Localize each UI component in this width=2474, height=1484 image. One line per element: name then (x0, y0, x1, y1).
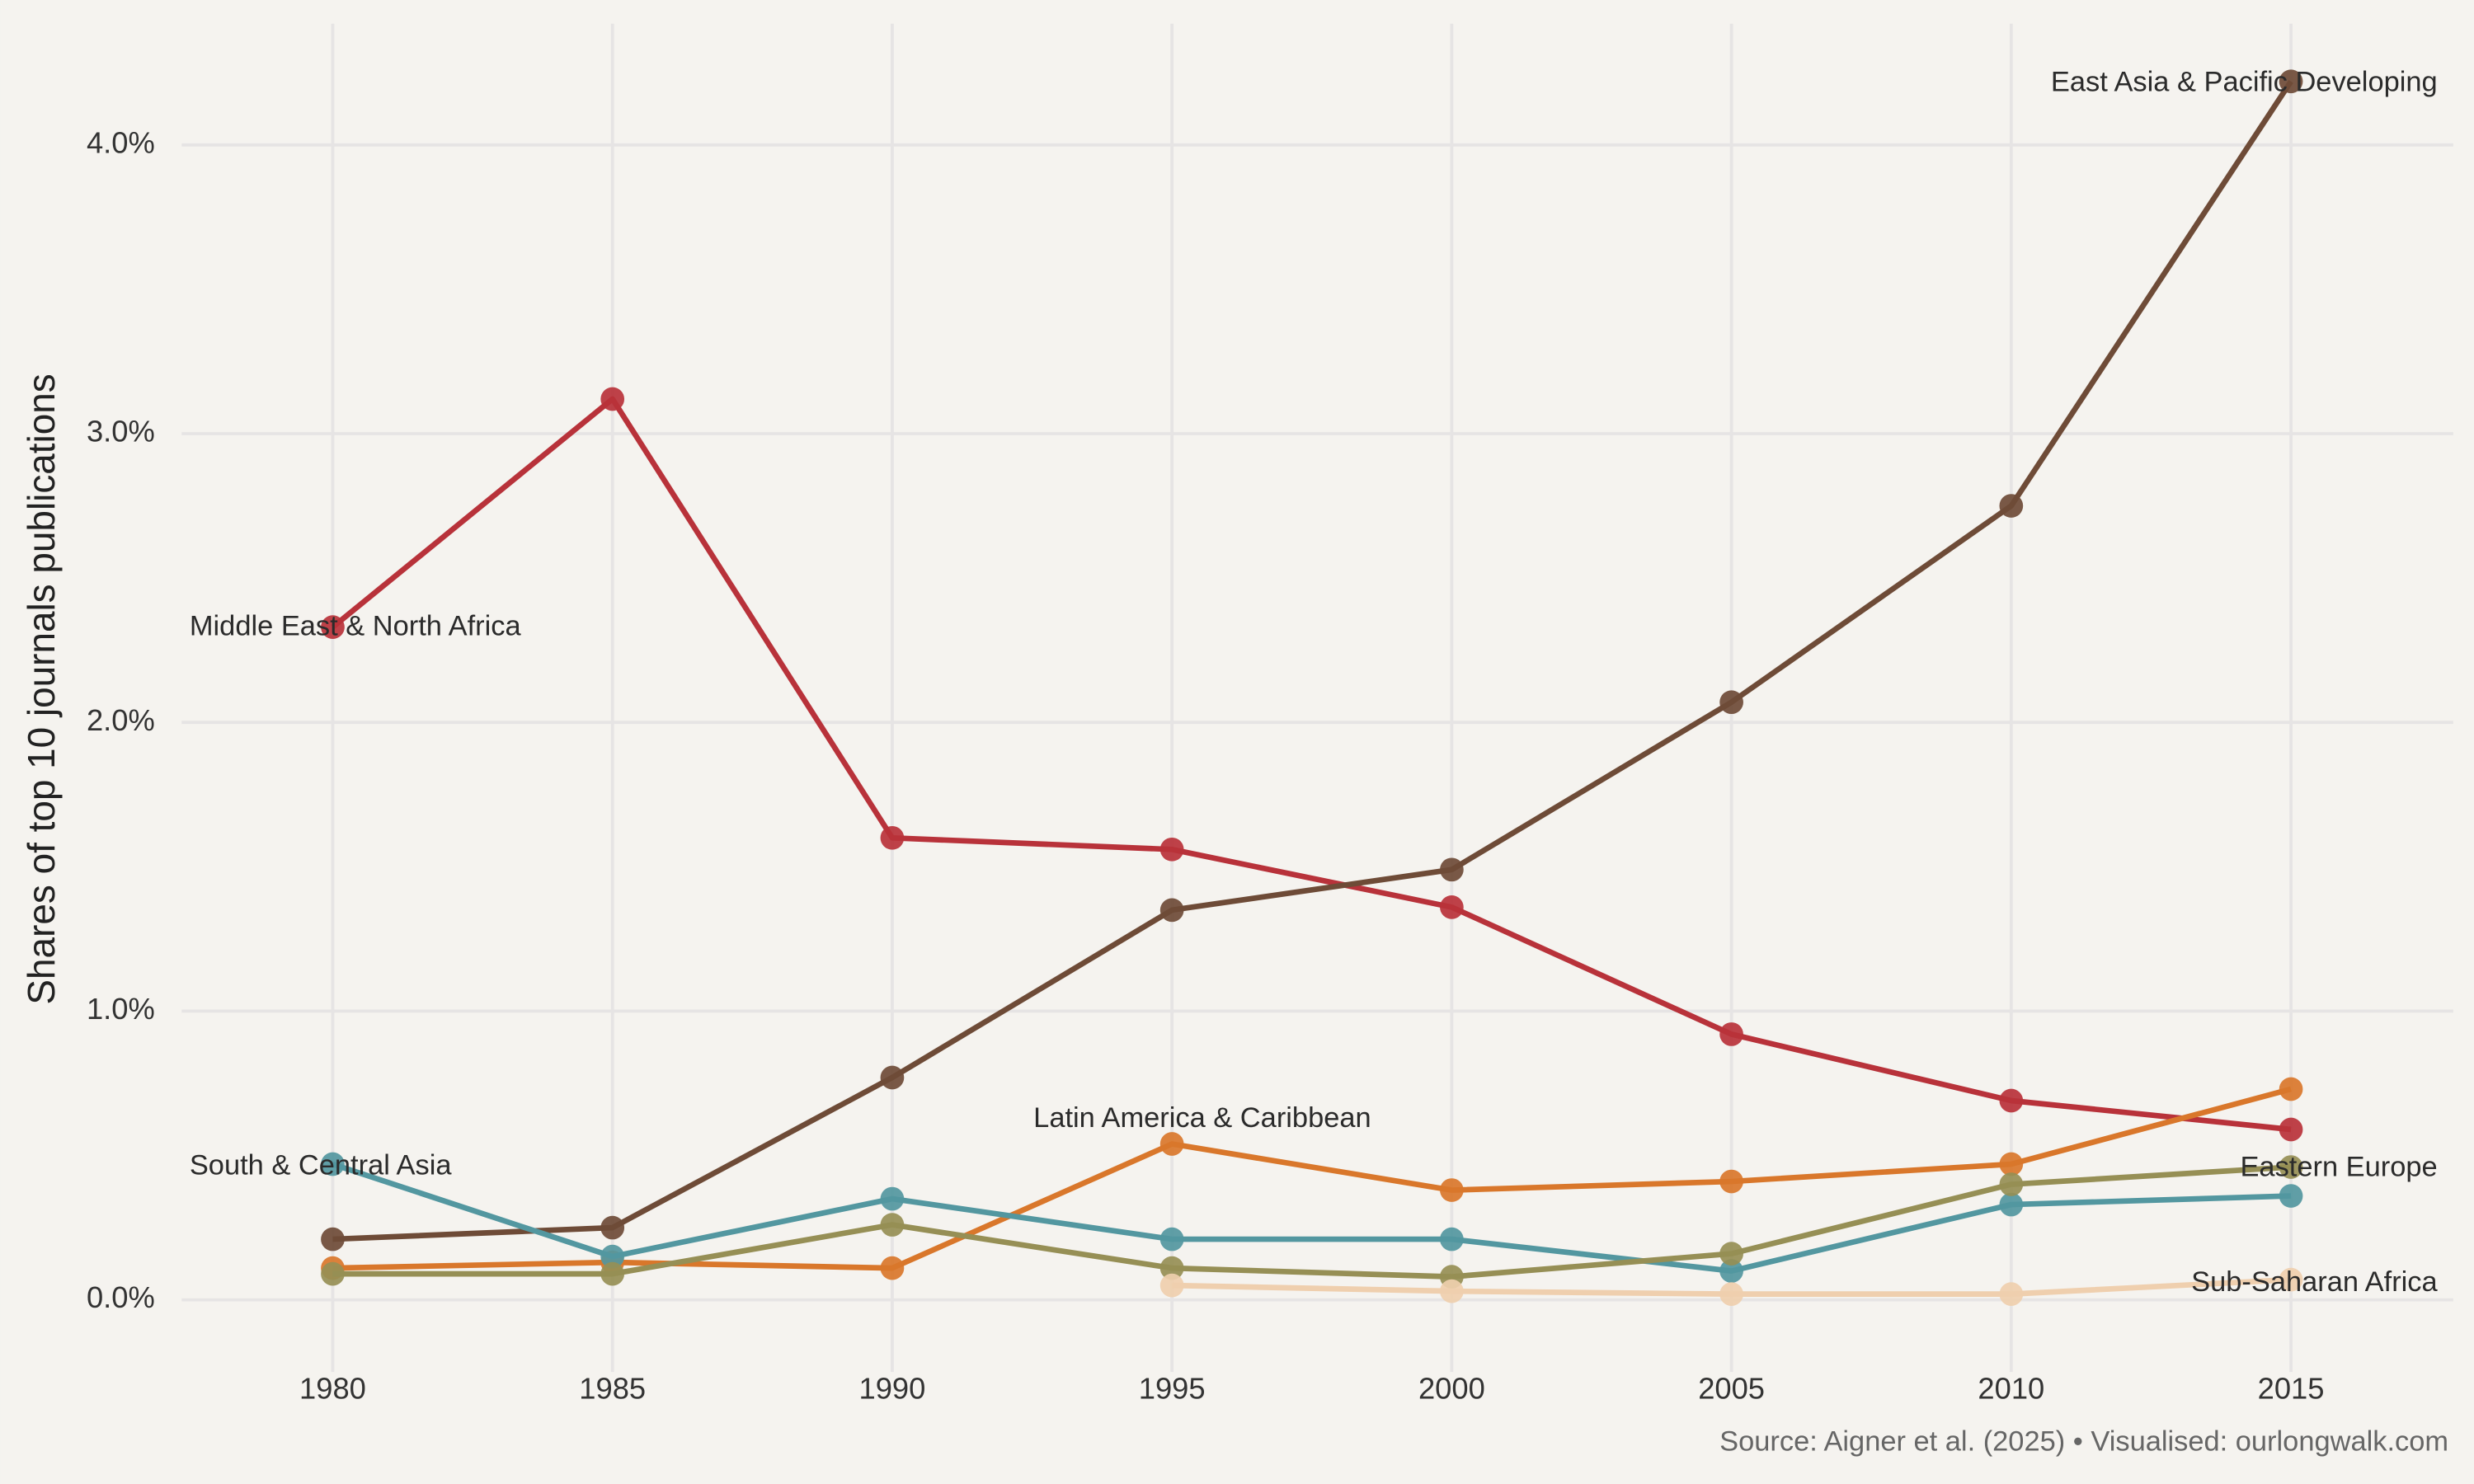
series-label: South & Central Asia (190, 1150, 452, 1181)
series-label: Latin America & Caribbean (1033, 1102, 1371, 1134)
x-tick-label: 1980 (299, 1372, 366, 1406)
source: Source: Aigner et al. (2025) • Visualise… (1719, 1425, 2448, 1457)
data-point (321, 615, 345, 639)
data-point (2279, 1117, 2303, 1142)
data-point (600, 1244, 625, 1269)
x-tick-label: 2000 (1418, 1372, 1485, 1406)
data-point (600, 1215, 625, 1240)
series-label: Eastern Europe (2240, 1152, 2437, 1183)
data-point (321, 1227, 345, 1252)
series-label: Sub-Saharan Africa (2191, 1266, 2438, 1298)
data-point (2279, 1077, 2303, 1101)
data-point (880, 825, 905, 850)
series-label: Middle East & North Africa (190, 610, 522, 641)
data-point (1440, 895, 1464, 919)
y-tick-label: 1.0% (87, 992, 155, 1026)
series-line (332, 1164, 2292, 1280)
data-point (1440, 1178, 1464, 1202)
data-point (321, 1152, 345, 1176)
data-point (1440, 857, 1464, 882)
y-tick-label: 4.0% (87, 125, 155, 159)
data-point (600, 387, 625, 411)
data-point (2279, 1155, 2303, 1179)
data-point (600, 1261, 625, 1286)
data-point (1159, 1256, 1184, 1280)
data-point (1719, 1169, 1743, 1194)
y-axis-label: Shares of top 10 journals publications (20, 373, 63, 1004)
data-point (880, 1186, 905, 1211)
series-line (332, 79, 2293, 1242)
data-point (1719, 1242, 1743, 1266)
data-point (1999, 494, 2024, 518)
data-point (1159, 898, 1184, 923)
data-point (1719, 1022, 1743, 1046)
data-point (321, 1261, 345, 1286)
data-point (880, 1256, 905, 1280)
data-point (1999, 1282, 2024, 1306)
data-point (1159, 1273, 1184, 1298)
data-point (880, 1213, 905, 1237)
data-point (880, 1065, 905, 1090)
y-tick-label: 0.0% (87, 1280, 155, 1314)
x-tick-label: 1990 (859, 1372, 926, 1406)
data-point (1719, 690, 1743, 715)
data-point (1440, 1227, 1464, 1252)
data-point (1440, 1279, 1464, 1303)
data-point (1719, 1259, 1743, 1283)
x-tick-label: 1995 (1139, 1372, 1206, 1406)
data-point (2279, 1267, 2303, 1292)
y-tick-label: 2.0% (87, 703, 155, 737)
data-point (1159, 1227, 1184, 1252)
series-line (331, 396, 2292, 1133)
data-point (1999, 1152, 2024, 1176)
data-point (1999, 1088, 2024, 1113)
data-point (1719, 1282, 1743, 1306)
y-tick-label: 3.0% (87, 415, 155, 448)
data-point (1159, 837, 1184, 862)
data-point (1999, 1192, 2024, 1217)
data-point (1999, 1172, 2024, 1196)
data-point (2279, 69, 2303, 94)
x-tick-label: 1985 (579, 1372, 646, 1406)
x-tick-label: 2015 (2258, 1372, 2325, 1406)
series-line (332, 1161, 2292, 1274)
series-label: East Asia & Pacific Developing (2051, 66, 2438, 97)
data-point (1159, 1132, 1184, 1156)
x-tick-label: 2005 (1698, 1372, 1765, 1406)
data-point (2279, 1184, 2303, 1208)
x-tick-label: 2010 (1978, 1372, 2044, 1406)
